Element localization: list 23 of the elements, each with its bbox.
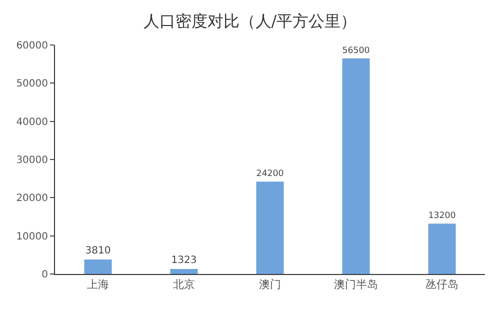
data-label: 1323 — [171, 254, 197, 266]
y-tick-label: 20000 — [16, 193, 48, 204]
chart-title: 人口密度对比（人/平方公里） — [143, 12, 357, 31]
y-tick-label: 0 — [42, 270, 48, 280]
data-label: 13200 — [428, 211, 456, 222]
data-label: 56500 — [342, 46, 370, 56]
bar — [170, 268, 198, 274]
data-label: 3810 — [85, 245, 111, 256]
bar — [256, 182, 284, 274]
x-tick-label: 氹仔岛 — [426, 278, 458, 292]
data-label: 24200 — [256, 169, 284, 180]
y-tick-label: 10000 — [16, 231, 48, 242]
y-tick-label: 40000 — [16, 116, 48, 128]
bar — [84, 259, 112, 274]
x-tick-label: 澳门 — [259, 278, 281, 292]
x-tick-label: 上海 — [87, 278, 109, 292]
bar — [428, 224, 456, 274]
y-tick-label: 60000 — [16, 40, 48, 52]
x-tick-label: 澳门半岛 — [334, 278, 378, 292]
bar — [342, 58, 370, 274]
x-tick-label: 北京 — [173, 278, 195, 292]
y-tick-label: 30000 — [16, 155, 48, 166]
y-tick-label: 50000 — [16, 78, 48, 90]
